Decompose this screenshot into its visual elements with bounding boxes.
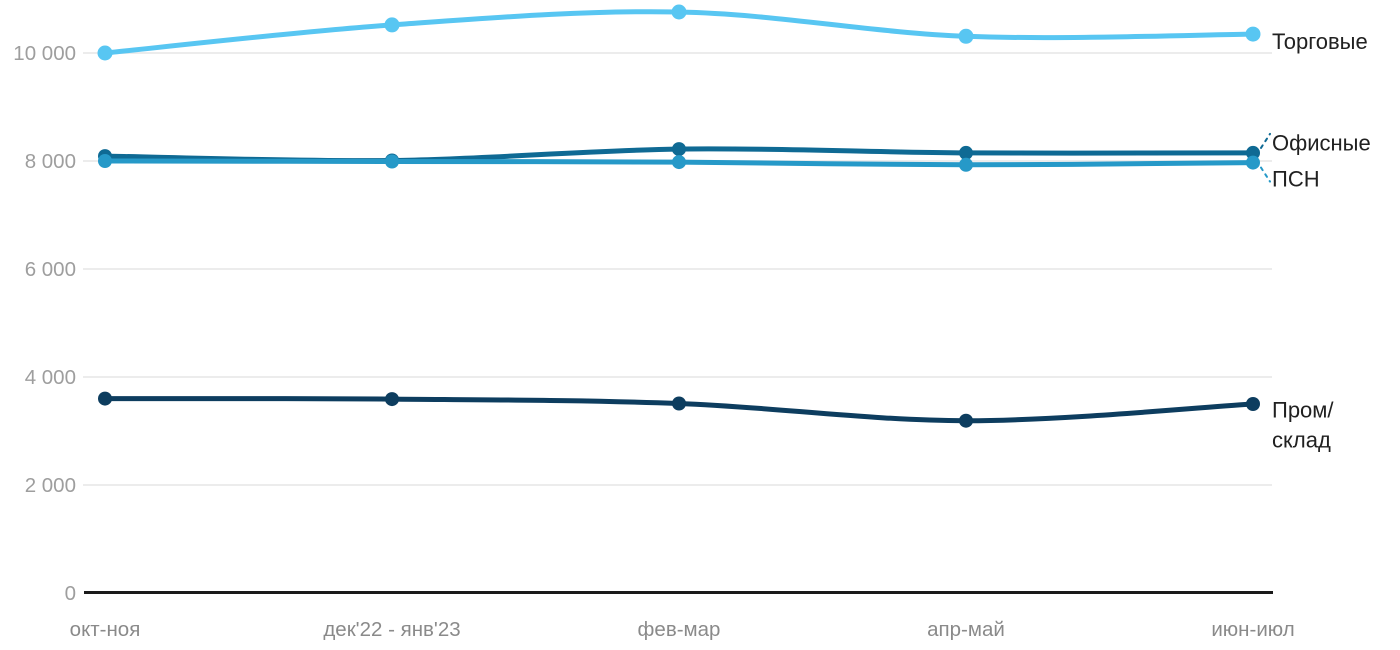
y-tick-label: 0: [65, 582, 76, 605]
data-point[interactable]: [672, 155, 686, 170]
y-tick-label: 2 000: [25, 474, 76, 497]
data-point[interactable]: [1246, 397, 1260, 411]
data-point[interactable]: [1245, 26, 1261, 42]
data-point[interactable]: [672, 142, 686, 157]
y-tick-label: 4 000: [25, 366, 76, 389]
data-point[interactable]: [385, 154, 399, 169]
series-label: Пром/: [1272, 398, 1334, 423]
x-tick-label: фев-мар: [638, 618, 721, 641]
data-point[interactable]: [1246, 155, 1260, 170]
data-point[interactable]: [98, 154, 112, 168]
x-tick-label: окт-ноя: [70, 618, 141, 641]
y-tick-label: 6 000: [25, 258, 76, 281]
x-tick-label: июн-июл: [1211, 618, 1294, 641]
series-label: Торговые: [1272, 29, 1368, 54]
series-label: ПСН: [1272, 166, 1320, 191]
data-point[interactable]: [385, 392, 399, 407]
data-point[interactable]: [959, 145, 973, 160]
leader-line: [1260, 166, 1271, 183]
x-tick-label: дек'22 - янв'23: [323, 618, 460, 641]
data-point[interactable]: [958, 28, 974, 44]
data-point[interactable]: [959, 413, 973, 428]
x-tick-label: апр-май: [927, 618, 1005, 641]
series-label: склад: [1272, 428, 1331, 453]
data-point[interactable]: [671, 4, 687, 20]
y-tick-label: 8 000: [25, 150, 76, 173]
series-label: Офисные: [1272, 131, 1371, 156]
data-point[interactable]: [1246, 145, 1260, 160]
data-point[interactable]: [97, 45, 113, 61]
leader-line: [1260, 132, 1271, 149]
data-point[interactable]: [384, 17, 400, 33]
data-point[interactable]: [959, 157, 973, 172]
data-point[interactable]: [98, 391, 112, 406]
data-point[interactable]: [672, 396, 686, 411]
y-tick-label: 10 000: [13, 42, 76, 65]
